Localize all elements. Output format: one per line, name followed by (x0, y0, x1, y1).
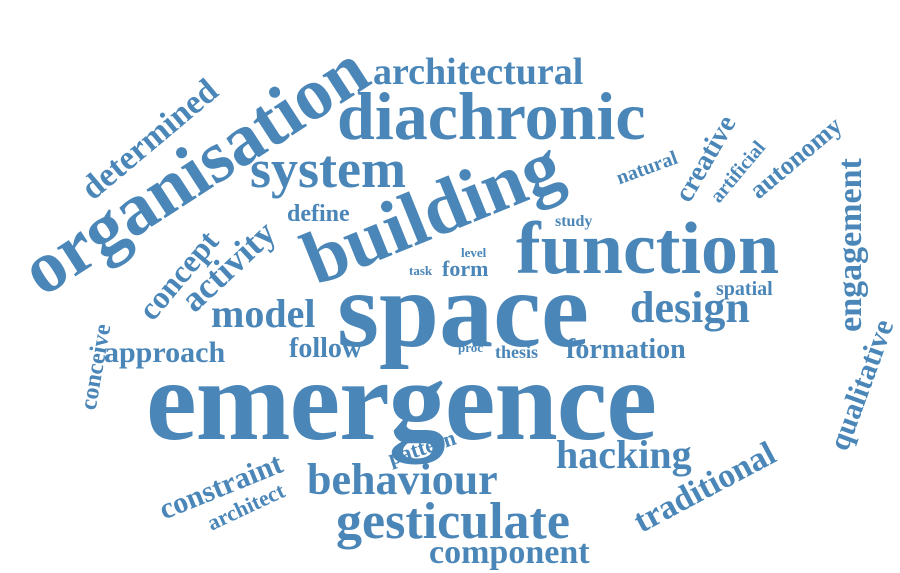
word-hacking: hacking (556, 432, 692, 477)
word-approach: approach (104, 336, 226, 369)
word-behaviour: behaviour (307, 455, 498, 504)
word-qualitative: qualitative (822, 314, 900, 455)
word-component: component (429, 534, 590, 571)
word-architectural: architectural (373, 51, 584, 93)
word-level: level (461, 245, 487, 260)
word-proc: proc (458, 340, 484, 355)
word-thesis: thesis (495, 342, 539, 362)
word-function: function (516, 208, 780, 290)
word-engagement: engagement (832, 158, 869, 332)
word-emergence: emergence (146, 337, 657, 464)
word-follow: follow (289, 333, 363, 364)
word-spatial: spatial (716, 278, 773, 300)
word-form: form (442, 256, 489, 281)
word-gesticulate: gesticulate (336, 493, 570, 550)
word-study: study (555, 213, 593, 230)
word-design: design (630, 283, 750, 332)
word-define: define (287, 201, 350, 227)
word-formation: formation (566, 334, 686, 365)
word-model: model (211, 291, 316, 336)
word-space: space (337, 251, 589, 370)
word-diachronic: diachronic (337, 78, 646, 154)
word-task: task (409, 263, 433, 278)
word-system: system (250, 139, 406, 199)
